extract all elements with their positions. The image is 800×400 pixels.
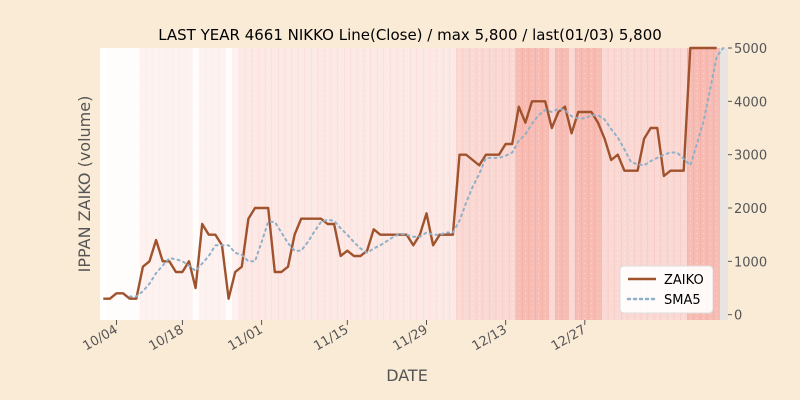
x-tick-label: 11/01	[226, 322, 266, 354]
x-axis: 10/04 10/18 11/01 11/15 11/29 12/13 12/27	[81, 320, 589, 354]
chart-title: LAST YEAR 4661 NIKKO Line(Close) / max 5…	[158, 26, 662, 44]
legend: ZAIKO SMA5	[619, 265, 714, 314]
plot-area	[100, 48, 720, 320]
x-tick-label: 12/27	[549, 322, 589, 354]
y-tick-label: 2000	[734, 202, 767, 217]
series-lines	[103, 46, 725, 300]
x-tick-label: 10/18	[146, 322, 186, 354]
legend-label-sma5: SMA5	[664, 293, 701, 308]
legend-label-zaiko: ZAIKO	[664, 273, 704, 288]
y-tick-label: 3000	[734, 149, 767, 164]
series-line-zaiko	[103, 46, 717, 300]
grid	[102, 48, 718, 320]
y-axis-label: IPPAN ZAIKO (volume)	[75, 96, 94, 273]
y-axis: 0 1000 2000 3000 4000 5000	[728, 42, 767, 324]
x-tick-label: 12/13	[470, 322, 510, 354]
y-tick-label: 5000	[734, 42, 767, 57]
x-tick-label: 11/29	[391, 322, 431, 354]
plot-right-margin	[720, 48, 728, 320]
y-tick-label: 0	[734, 309, 742, 324]
x-tick-label: 10/04	[81, 322, 121, 354]
y-tick-label: 4000	[734, 95, 767, 110]
series-line-sma5	[128, 47, 725, 298]
x-tick-label: 11/15	[311, 322, 351, 354]
y-tick-label: 1000	[734, 255, 767, 270]
x-axis-label: DATE	[386, 366, 428, 385]
